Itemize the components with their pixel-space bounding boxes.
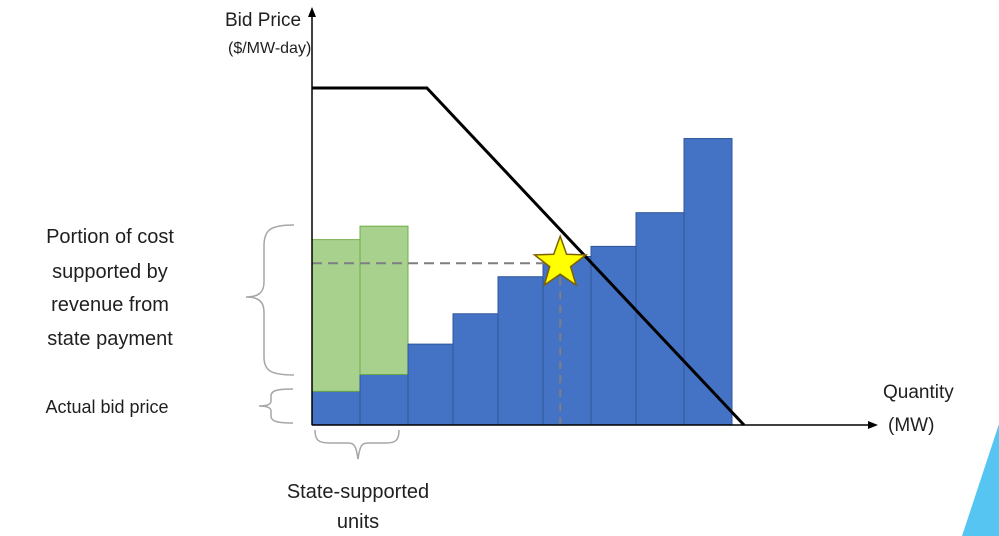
guides-layer [312, 262, 562, 425]
state-units-label-line-1: State-supported [287, 481, 429, 503]
y-axis-unit: ($/MW-day) [228, 40, 311, 57]
clearing-point-star [532, 233, 589, 287]
y-axis-title: Bid Price ($/MW-day) [225, 10, 311, 57]
offer-bar-3 [407, 343, 454, 426]
x-axis-label: Quantity [883, 382, 954, 403]
portion-label-line-4: state payment [47, 328, 173, 350]
portion-label-line-3: revenue from [51, 294, 169, 316]
actual-bid-label: Actual bid price [45, 397, 168, 417]
decorative-corner-triangle [962, 424, 999, 536]
offer-bar-1 [311, 390, 361, 426]
state-units-annotation: State-supported units [287, 481, 429, 533]
demand-curve [312, 86, 746, 427]
offer-bar-2 [359, 373, 409, 426]
bars-layer [311, 138, 733, 426]
portion-label-line-1: Portion of cost [46, 226, 174, 248]
y-axis-label: Bid Price [225, 10, 301, 31]
state-support-bar-2 [359, 225, 409, 375]
state-units-label-line-2: units [337, 511, 379, 533]
offer-bar-7 [590, 245, 637, 426]
offer-bar-4 [452, 313, 499, 426]
x-axis-title: Quantity (MW) [883, 382, 954, 436]
offer-bar-6 [542, 256, 592, 426]
offer-bar-5 [497, 276, 544, 426]
state-support-bar-1 [311, 239, 361, 392]
x-axis-unit: (MW) [888, 415, 934, 436]
portion-brace [245, 224, 295, 376]
portion-label-line-2: supported by [52, 261, 168, 283]
portion-annotation: Portion of cost supported by revenue fro… [46, 226, 174, 350]
actual-bid-brace [258, 388, 294, 424]
state-units-brace [314, 429, 400, 460]
offer-bar-9 [683, 138, 733, 426]
